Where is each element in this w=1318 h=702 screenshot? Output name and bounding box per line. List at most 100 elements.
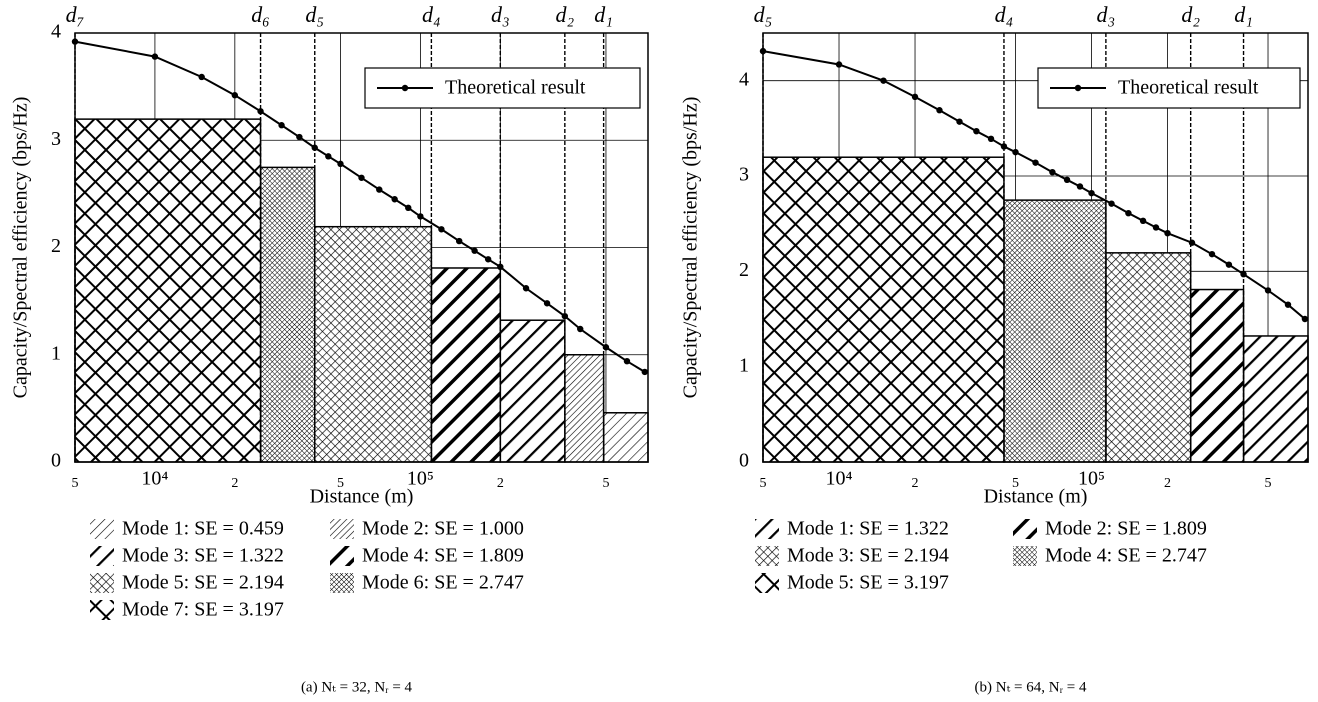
theory-point <box>759 47 767 55</box>
theory-point <box>1076 183 1084 190</box>
threshold-label: d₄ <box>995 2 1014 27</box>
theory-point <box>880 77 887 84</box>
theory-point <box>1125 209 1132 217</box>
y-tick-label: 2 <box>739 259 749 281</box>
y-tick-label: 1 <box>739 354 749 376</box>
theory-point <box>1284 301 1292 308</box>
theory-point <box>911 93 919 101</box>
y-tick-label: 4 <box>739 68 749 90</box>
legend-swatch <box>90 546 114 566</box>
caption: (b) Nₜ = 64, Nᵣ = 4 <box>975 679 1087 695</box>
legend-label: Mode 3: SE = 2.194 <box>787 545 949 567</box>
legend-box <box>1037 67 1301 109</box>
mode-bar <box>259 166 316 463</box>
threshold-label: d₅ <box>305 2 324 27</box>
legend-swatch <box>90 600 114 620</box>
threshold-label: d₄ <box>422 2 441 27</box>
y-tick-label: 0 <box>51 450 61 472</box>
theory-point <box>231 92 239 99</box>
x-tick-label: 5 <box>760 476 767 491</box>
threshold-label: d₁ <box>594 2 613 27</box>
legend-swatch <box>755 519 779 539</box>
theory-point <box>325 153 332 160</box>
theory-point <box>623 357 631 365</box>
mode-bar <box>430 267 502 463</box>
mode-bar <box>1105 252 1192 463</box>
theory-point <box>1240 270 1247 278</box>
x-tick-label: 10⁴ <box>141 468 168 490</box>
legend-swatch <box>1013 519 1037 539</box>
x-tick-label: 5 <box>72 476 79 491</box>
theory-point <box>296 133 303 141</box>
theory-point <box>956 118 963 125</box>
theory-point <box>405 204 412 212</box>
theory-point <box>1152 224 1160 231</box>
threshold-label: d₅ <box>754 2 773 27</box>
theory-point <box>1301 315 1309 323</box>
theory-point <box>391 196 398 203</box>
theory-point <box>198 73 205 81</box>
theory-point <box>337 160 344 168</box>
legend-point <box>401 84 409 92</box>
legend-label: Mode 5: SE = 3.197 <box>787 572 949 594</box>
theory-point <box>577 325 584 333</box>
theory-point <box>497 263 504 271</box>
theory-point <box>1188 239 1196 246</box>
mode-bar <box>74 118 262 463</box>
theory-point <box>1108 200 1115 207</box>
theory-point <box>1088 189 1095 197</box>
legend-swatch <box>330 573 354 593</box>
x-tick-label: 10⁵ <box>407 468 434 490</box>
legend-label: Mode 1: SE = 1.322 <box>787 518 949 540</box>
mode-bar <box>1242 335 1309 463</box>
caption: (a) Nₜ = 32, Nᵣ = 4 <box>301 679 413 695</box>
threshold-label: d₇ <box>66 2 85 27</box>
mode-bar <box>1003 199 1107 463</box>
legend-point <box>1074 84 1082 92</box>
x-tick-label: 5 <box>1265 476 1272 491</box>
legend-swatch <box>90 573 114 593</box>
y-tick-label: 3 <box>51 128 61 150</box>
mode-bar <box>1189 288 1245 463</box>
x-tick-label: 10⁴ <box>826 468 853 490</box>
theory-point <box>1012 148 1019 156</box>
theory-point <box>1000 143 1008 150</box>
legend-swatch <box>330 546 354 566</box>
plot-frame <box>74 32 649 463</box>
threshold-label: d₁ <box>1234 2 1253 27</box>
theory-point <box>936 107 943 114</box>
x-tick-label: 2 <box>497 476 504 491</box>
y-tick-label: 1 <box>51 342 61 364</box>
y-axis-title: Capacity/Spectral efficiency (bps/Hz) <box>10 97 32 399</box>
mode-bar <box>762 156 1005 463</box>
legend-label: Mode 3: SE = 1.322 <box>122 545 284 567</box>
threshold-label: d₆ <box>251 2 270 27</box>
mode-bar <box>602 412 649 463</box>
legend-swatch <box>1013 546 1037 566</box>
theory-point <box>358 174 365 181</box>
theory-point <box>561 312 569 320</box>
theory-point <box>1208 250 1216 258</box>
y-tick-label: 3 <box>739 164 749 186</box>
threshold-label: d₂ <box>556 2 575 27</box>
legend-label: Mode 1: SE = 0.459 <box>122 518 284 540</box>
theory-point <box>602 344 610 351</box>
x-axis-title: Distance (m) <box>984 486 1088 508</box>
theory-point <box>1049 168 1056 176</box>
legend-label: Theoretical result <box>1118 77 1259 99</box>
mode-bar <box>314 225 433 463</box>
x-axis-title: Distance (m) <box>310 486 414 508</box>
legend-swatch <box>330 519 354 539</box>
legend-label: Mode 7: SE = 3.197 <box>122 599 284 621</box>
theory-point <box>71 38 79 45</box>
theory-point <box>987 135 995 143</box>
y-tick-label: 0 <box>739 450 749 472</box>
legend-label: Mode 2: SE = 1.000 <box>362 518 524 540</box>
x-tick-label: 10⁵ <box>1078 468 1105 490</box>
theory-point <box>417 213 424 220</box>
theory-point <box>1063 176 1071 184</box>
theory-point <box>835 61 843 68</box>
legend-swatch <box>755 573 779 593</box>
y-tick-label: 4 <box>51 21 61 43</box>
